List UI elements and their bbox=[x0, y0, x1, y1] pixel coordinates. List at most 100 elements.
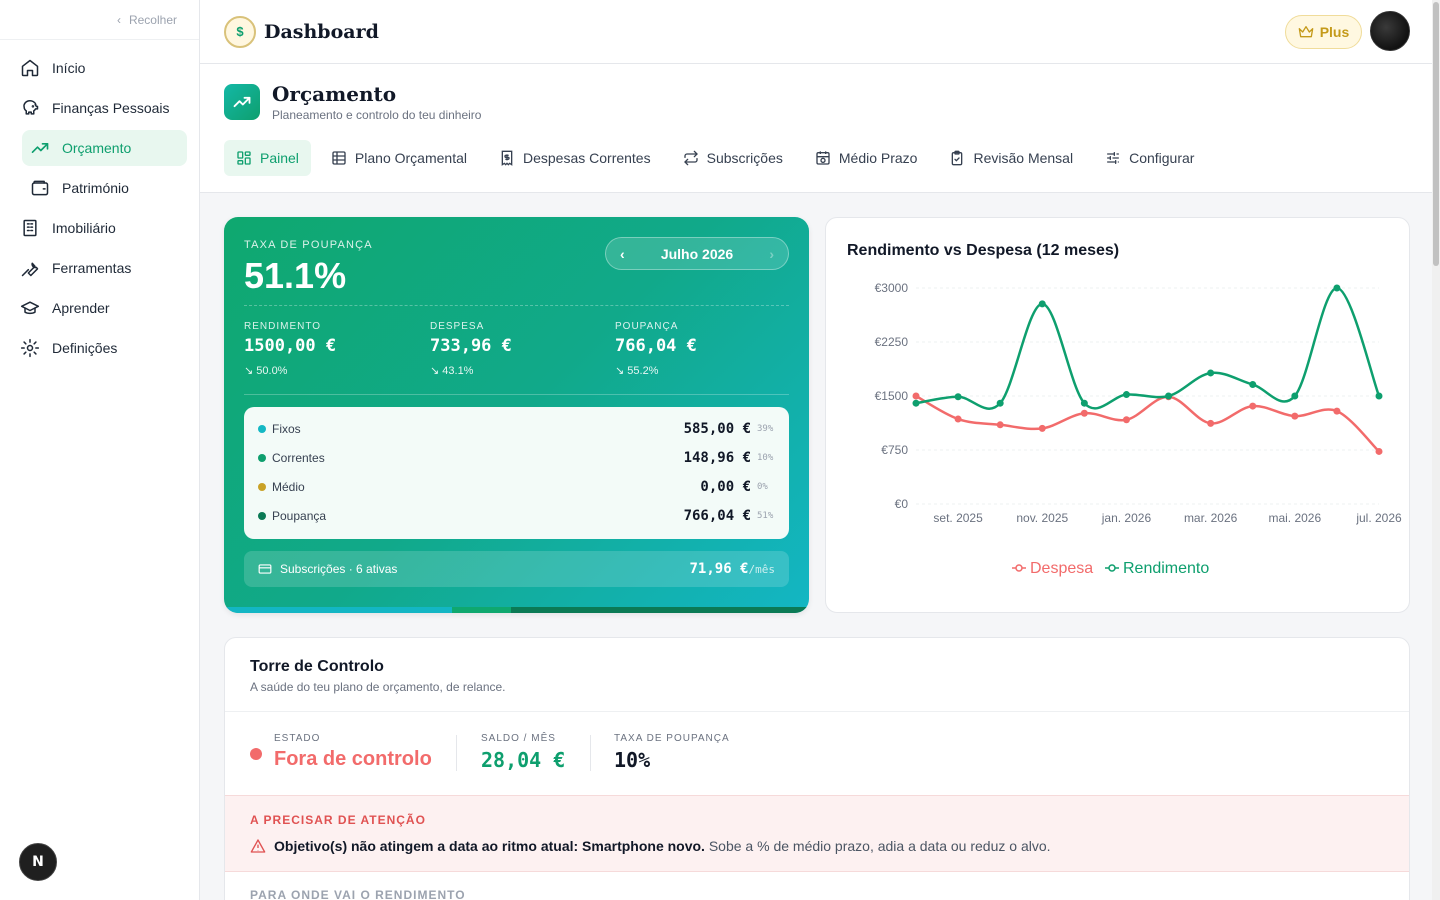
wrench-icon bbox=[21, 262, 39, 277]
balance-kpi: SALDO / MÊS 28,04 € bbox=[481, 733, 565, 772]
item-value: 0,00 € bbox=[700, 479, 751, 495]
series-line-rendimento bbox=[915, 286, 1381, 410]
sidebar-item-aprender[interactable]: Aprender bbox=[12, 290, 187, 326]
sidebar-item-label: Início bbox=[52, 60, 86, 76]
y-tick-label: €2250 bbox=[875, 335, 909, 349]
avatar[interactable] bbox=[1370, 11, 1410, 51]
stat-label: POUPANÇA bbox=[615, 321, 679, 332]
allocation-bar bbox=[224, 607, 809, 613]
trending-up-icon bbox=[224, 84, 260, 120]
scrollbar-thumb[interactable] bbox=[1433, 2, 1439, 266]
sidebar-item-inicio[interactable]: Início bbox=[12, 50, 187, 86]
plus-label: Plus bbox=[1319, 24, 1350, 40]
legend-label: Rendimento bbox=[1123, 560, 1209, 577]
sidebar-item-definicoes[interactable]: Definições bbox=[12, 330, 187, 366]
collapse-button[interactable]: ‹ Recolher bbox=[0, 0, 199, 40]
tab-despesas-correntes[interactable]: Despesas Correntes bbox=[487, 140, 663, 176]
trending-up-icon bbox=[31, 143, 49, 153]
alert-bold-text: Objetivo(s) não atingem a data ao ritmo … bbox=[274, 838, 705, 854]
dev-tools-badge[interactable]: N bbox=[19, 843, 57, 881]
sidebar-item-label: Finanças Pessoais bbox=[52, 100, 170, 116]
income-stat: RENDIMENTO 1500,00 € ↘ 50.0% bbox=[244, 321, 336, 377]
credit-card-icon bbox=[258, 564, 272, 574]
data-point bbox=[1333, 284, 1341, 292]
sidebar-item-label: Ferramentas bbox=[52, 260, 132, 276]
tab-configurar[interactable]: Configurar bbox=[1093, 140, 1206, 176]
chevron-left-icon[interactable]: ‹ bbox=[620, 245, 625, 262]
data-point bbox=[996, 399, 1004, 407]
tab-label: Configurar bbox=[1129, 150, 1195, 166]
data-point bbox=[996, 421, 1004, 429]
month-selector[interactable]: ‹ Julho 2026 › bbox=[605, 237, 789, 270]
tab-label: Médio Prazo bbox=[838, 150, 918, 166]
data-point bbox=[1249, 402, 1257, 410]
tab-subscricoes[interactable]: Subscrições bbox=[671, 140, 795, 176]
section-subtitle: A saúde do teu plano de orçamento, de re… bbox=[250, 680, 506, 694]
savings-rate-label: TAXA DE POUPANÇA bbox=[244, 239, 373, 251]
sidebar-item-financas-pessoais[interactable]: Finanças Pessoais bbox=[12, 90, 187, 126]
data-point bbox=[912, 399, 920, 407]
building-icon bbox=[23, 219, 37, 237]
scrollbar[interactable] bbox=[1432, 0, 1440, 900]
data-point bbox=[1122, 416, 1130, 424]
sidebar-item-label: Património bbox=[62, 180, 129, 196]
data-point bbox=[1080, 399, 1088, 407]
chevron-left-icon: ‹ bbox=[116, 12, 121, 27]
alert-title: A PRECISAR DE ATENÇÃO bbox=[250, 813, 426, 827]
data-point bbox=[1375, 392, 1383, 400]
sidebar: ‹ Recolher Início Finanças Pessoais Orça… bbox=[0, 0, 200, 900]
item-value: 585,00 € bbox=[683, 421, 751, 437]
item-value: 148,96 € bbox=[683, 450, 751, 466]
legend-dot bbox=[258, 425, 266, 433]
sidebar-item-orcamento[interactable]: Orçamento bbox=[22, 130, 187, 166]
list-item: Poupança 766,04 € 51% bbox=[258, 506, 775, 526]
plus-button[interactable]: Plus bbox=[1285, 15, 1362, 49]
data-point bbox=[1122, 391, 1130, 399]
x-tick-label: set. 2025 bbox=[933, 511, 983, 525]
item-name: Fixos bbox=[272, 422, 301, 436]
tab-plano-orcamental[interactable]: Plano Orçamental bbox=[319, 140, 479, 176]
chevron-right-icon[interactable]: › bbox=[769, 245, 774, 262]
dashboard-grid-icon bbox=[237, 151, 251, 165]
data-point bbox=[1207, 369, 1215, 377]
kpi-value: 28,04 € bbox=[481, 748, 566, 772]
tab-label: Despesas Correntes bbox=[522, 150, 651, 166]
data-point bbox=[1165, 392, 1173, 400]
legend-dot bbox=[258, 454, 266, 462]
tab-medio-prazo[interactable]: Médio Prazo bbox=[803, 140, 930, 176]
stat-percent: ↘ 55.2% bbox=[615, 365, 659, 377]
stat-label: RENDIMENTO bbox=[244, 321, 322, 332]
tab-label: Plano Orçamental bbox=[354, 150, 467, 166]
tab-label: Revisão Mensal bbox=[973, 150, 1074, 166]
section-title: Torre de Controlo bbox=[250, 658, 384, 675]
status-kpi: ESTADO Fora de controlo bbox=[274, 733, 432, 771]
tab-label: Subscrições bbox=[706, 150, 783, 166]
sidebar-item-imobiliario[interactable]: Imobiliário bbox=[12, 210, 187, 246]
calendar-clock-icon bbox=[816, 151, 830, 165]
legend-marker bbox=[1108, 564, 1116, 572]
subscriptions-row[interactable]: Subscrições · 6 ativas 71,96 €/mês bbox=[244, 551, 789, 587]
app-title: Dashboard bbox=[264, 20, 379, 43]
alert-message: Objetivo(s) não atingem a data ao ritmo … bbox=[250, 838, 1051, 854]
stat-percent: ↘ 43.1% bbox=[430, 365, 474, 377]
sidebar-item-patrimonio[interactable]: Património bbox=[22, 170, 187, 206]
sidebar-item-label: Aprender bbox=[52, 300, 110, 316]
piggy-bank-icon bbox=[23, 100, 39, 115]
home-icon bbox=[21, 59, 39, 77]
item-name: Médio bbox=[272, 480, 305, 494]
data-point bbox=[1080, 409, 1088, 417]
sidebar-item-label: Orçamento bbox=[62, 140, 132, 156]
expense-stat: DESPESA 733,96 € ↘ 43.1% bbox=[430, 321, 512, 377]
legend-marker bbox=[1015, 564, 1023, 572]
control-tower-card: Torre de Controlo A saúde do teu plano d… bbox=[224, 637, 1410, 900]
sidebar-item-ferramentas[interactable]: Ferramentas bbox=[12, 250, 187, 286]
divider bbox=[244, 305, 789, 306]
stat-value: 733,96 € bbox=[430, 336, 512, 356]
page-subtitle: Planeamento e controlo do teu dinheiro bbox=[272, 108, 482, 122]
data-point bbox=[912, 392, 920, 400]
app-logo[interactable]: $ bbox=[224, 15, 256, 48]
tab-painel[interactable]: Painel bbox=[224, 140, 311, 176]
item-percent: 10% bbox=[757, 453, 774, 463]
tab-revisao-mensal[interactable]: Revisão Mensal bbox=[937, 140, 1085, 176]
subscriptions-value: 71,96 €/mês bbox=[689, 561, 775, 577]
